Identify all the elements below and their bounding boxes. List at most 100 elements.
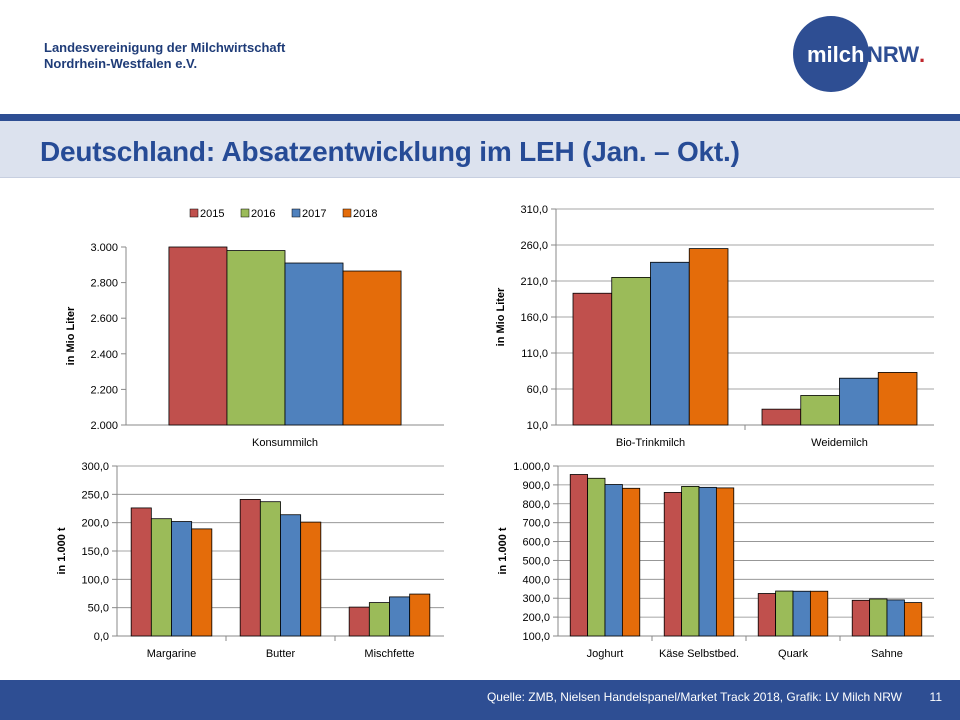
y-tick-label: 100,0: [522, 631, 550, 643]
bar-2015: [663, 492, 683, 637]
bar-2017: [650, 261, 690, 426]
bar-2018: [409, 593, 431, 637]
y-tick-label: 900,0: [522, 480, 550, 492]
footer: [0, 680, 960, 720]
bar-2016: [587, 477, 606, 637]
y-tick-label: 300,0: [81, 461, 109, 473]
bar-2018: [809, 590, 829, 637]
y-axis-label: in Mio Liter: [65, 306, 77, 365]
category-label: Sahne: [871, 648, 903, 660]
bar-2016: [800, 395, 840, 426]
y-axis-label: in Mio Liter: [495, 287, 507, 346]
y-axis-label: in 1.000 t: [56, 527, 68, 574]
category-label: Käse Selbstbed.: [659, 648, 739, 660]
y-tick-label: 2.400: [90, 349, 118, 361]
bar-2018: [300, 521, 322, 637]
bar-2018: [342, 270, 402, 426]
legend-swatch-2016: [240, 208, 250, 218]
bar-2016: [611, 277, 651, 426]
chart-3: 0,0 50,0 100,0 150,0 200,0 250,0 300,0 in 1.000…: [56, 461, 444, 660]
bar-2018: [191, 528, 213, 637]
y-tick-label: 150,0: [81, 546, 109, 558]
bar-2017: [792, 590, 811, 637]
category-label: Butter: [266, 648, 296, 660]
chart-2: 10,0 60,0 110,0 160,0 210,0 260,0 310,0 in Mio …: [495, 204, 934, 449]
bar-2016: [681, 485, 700, 637]
bar-2018: [903, 602, 923, 637]
header: Landesvereinigung der Milchwirtschaft No…: [0, 0, 960, 114]
y-tick-label: 500,0: [522, 555, 550, 567]
y-tick-label: 110,0: [521, 348, 548, 360]
bar-2017: [280, 514, 302, 637]
title-band: [0, 121, 960, 178]
legend-label-2016: 2016: [251, 208, 275, 220]
bar-2015: [348, 606, 370, 637]
category-label: Konsummilch: [252, 437, 318, 449]
bar-2016: [368, 602, 390, 637]
charts-area: 2.000 2.200 2.400 2.600 2.800 3.000 in Mio Lit…: [0, 178, 960, 680]
y-tick-label: 300,0: [522, 593, 550, 605]
y-tick-label: 100,0: [81, 574, 109, 586]
bar-2015: [851, 599, 871, 637]
y-tick-label: 210,0: [520, 276, 548, 288]
legend-label-2017: 2017: [302, 208, 326, 220]
page-number: 11: [929, 690, 942, 704]
y-tick-label: 2.000: [90, 420, 118, 432]
legend-swatch-2017: [291, 208, 301, 218]
logo-milch-text: milch: [807, 42, 864, 67]
y-tick-label: 160,0: [520, 312, 548, 324]
bar-2017: [839, 377, 879, 426]
y-tick-label: 250,0: [81, 489, 109, 501]
legend-label-2015: 2015: [200, 208, 224, 220]
y-tick-label: 2.200: [90, 384, 118, 396]
bar-2017: [389, 596, 411, 637]
category-label: Joghurt: [587, 648, 624, 660]
header-divider: [0, 114, 960, 121]
milch-nrw-logo: milch NRW .: [793, 16, 925, 92]
page-title: Deutschland: Absatzentwicklung im LEH (J…: [40, 136, 740, 167]
org-line-2: Nordrhein-Westfalen e.V.: [44, 56, 198, 71]
org-line-1: Landesvereinigung der Milchwirtschaft: [44, 40, 286, 55]
bar-2018: [688, 248, 729, 426]
y-tick-label: 2.800: [90, 278, 118, 290]
bar-2018: [621, 487, 641, 637]
y-tick-label: 10,0: [527, 420, 548, 432]
organization-name: Landesvereinigung der Milchwirtschaft No…: [44, 40, 285, 72]
bar-2016: [775, 590, 794, 637]
bar-2015: [168, 246, 228, 426]
bar-2015: [130, 507, 152, 637]
category-label: Margarine: [147, 648, 197, 660]
y-tick-label: 2.600: [90, 313, 118, 325]
bar-2016: [226, 250, 286, 426]
y-tick-label: 200,0: [522, 612, 550, 624]
y-axis-label: in 1.000 t: [497, 527, 509, 574]
bar-2017: [886, 599, 905, 637]
bar-2015: [572, 292, 613, 426]
bar-2015: [761, 408, 802, 426]
bar-2016: [150, 518, 172, 637]
bar-2015: [569, 474, 589, 637]
legend-swatch-2015: [189, 208, 199, 218]
bar-2018: [877, 372, 918, 426]
chart-1: 2.000 2.200 2.400 2.600 2.800 3.000 in Mio Lit…: [65, 208, 444, 449]
category-label: Weidemilch: [811, 437, 868, 449]
legend-swatch-2018: [342, 208, 352, 218]
y-tick-label: 400,0: [522, 574, 550, 586]
y-tick-label: 3.000: [90, 242, 118, 254]
legend-label-2018: 2018: [353, 208, 377, 220]
chart-4: 100,0 200,0 300,0 400,0 500,0 600,0 700,0 800,0…: [497, 461, 934, 660]
bar-2015: [239, 499, 261, 637]
source-note: Quelle: ZMB, Nielsen Handelspanel/Market…: [486, 690, 902, 704]
category-label: Bio-Trinkmilch: [616, 437, 685, 449]
y-tick-label: 0,0: [94, 631, 109, 643]
bar-2017: [698, 486, 717, 637]
y-tick-label: 310,0: [520, 204, 548, 216]
bar-2015: [757, 593, 777, 637]
bar-2017: [171, 521, 193, 637]
bar-2018: [715, 487, 735, 637]
bar-2017: [284, 262, 344, 426]
bar-2016: [869, 598, 888, 637]
y-tick-label: 260,0: [520, 240, 548, 252]
y-tick-label: 60,0: [527, 384, 548, 396]
y-tick-label: 600,0: [522, 537, 550, 549]
